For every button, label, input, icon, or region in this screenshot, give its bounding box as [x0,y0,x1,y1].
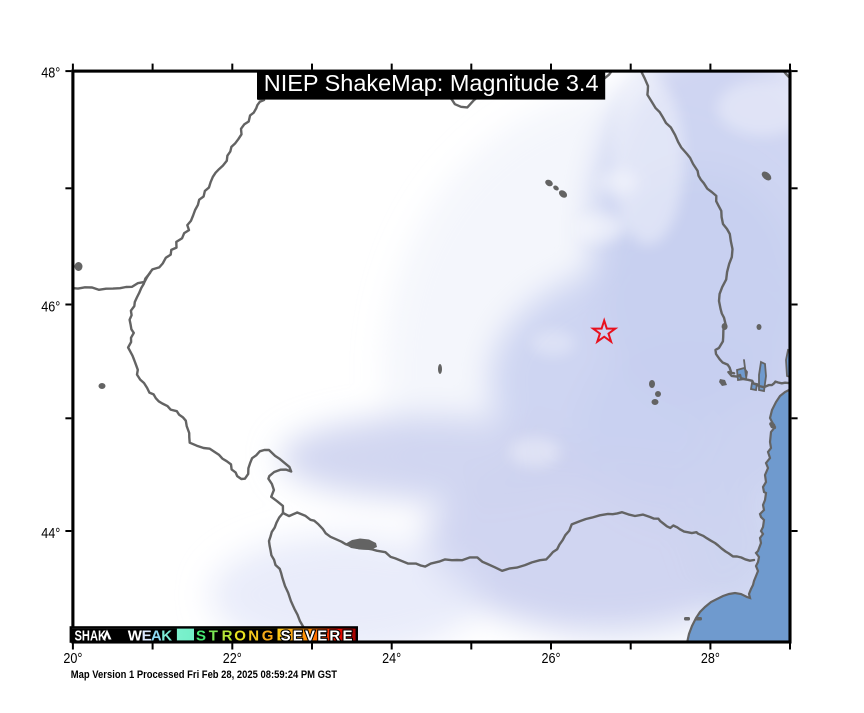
svg-text:Map Version 1 Processed Fri Fe: Map Version 1 Processed Fri Feb 28, 2025… [71,670,338,682]
svg-text:T: T [209,627,218,644]
svg-text:W: W [128,627,143,644]
svg-text:24°: 24° [382,649,401,666]
svg-text:20°: 20° [63,649,82,666]
svg-text:28°: 28° [701,649,720,666]
svg-text:K: K [161,627,172,644]
svg-text:G: G [262,627,274,644]
svg-text:S: S [196,627,206,644]
svg-text:N: N [248,627,259,644]
svg-text:O: O [234,627,246,644]
svg-text:E: E [142,627,152,644]
svg-text:A: A [151,627,162,644]
svg-text:44°: 44° [41,524,60,541]
svg-text:SEVERE: SEVERE [281,627,355,644]
svg-text:NIEP ShakeMap: Magnitude 3.4: NIEP ShakeMap: Magnitude 3.4 [264,70,599,96]
svg-text:48°: 48° [41,63,60,80]
svg-text:26°: 26° [541,649,560,666]
svg-text:SHAK: SHAK [75,627,107,644]
svg-text:46°: 46° [41,297,60,314]
svg-text:22°: 22° [223,649,242,666]
svg-text:R: R [222,627,233,644]
